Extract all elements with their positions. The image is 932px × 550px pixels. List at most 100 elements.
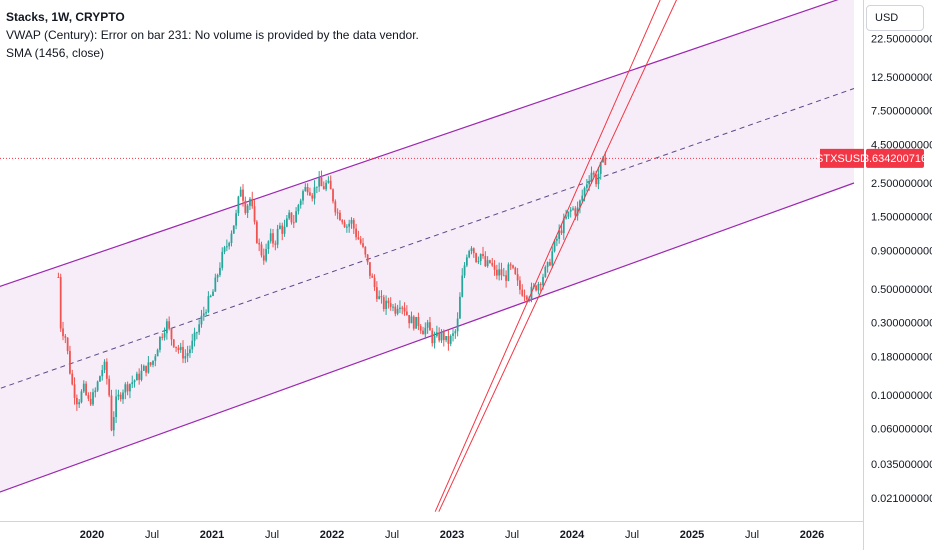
- candle: [396, 304, 399, 316]
- candle: [512, 264, 514, 270]
- candle: [260, 241, 263, 258]
- candle: [399, 300, 401, 314]
- candle: [378, 290, 381, 300]
- time-axis[interactable]: 2020 Jul 2021 Jul 2022 Jul 2023 Jul 2024 Jul 2025 J…: [80, 529, 824, 541]
- candle: [142, 364, 145, 372]
- candle: [472, 247, 475, 258]
- candle: [285, 215, 288, 228]
- candle: [484, 251, 487, 268]
- candle: [135, 371, 138, 381]
- candle: [576, 201, 579, 221]
- candle: [327, 176, 330, 184]
- time-tick-label: Jul: [745, 529, 759, 541]
- candle: [304, 183, 307, 192]
- channel-fill: [0, 0, 854, 492]
- trend-line-2[interactable]: [438, 0, 686, 512]
- candle: [279, 222, 281, 230]
- candle: [479, 253, 482, 266]
- price-tag: STXSUSD 3.634200716: [816, 148, 927, 168]
- candle: [64, 333, 67, 344]
- currency-button[interactable]: USD: [866, 5, 924, 31]
- candle: [172, 338, 175, 349]
- candle: [205, 309, 207, 317]
- price-tick-label: 12.500000000: [871, 72, 932, 84]
- candle: [459, 292, 461, 319]
- candle: [389, 297, 392, 311]
- candle: [131, 375, 134, 389]
- legend-symbol-title[interactable]: Stacks, 1W, CRYPTO: [6, 10, 125, 24]
- candle: [249, 197, 251, 211]
- price-tick-label: 0.021000000: [871, 493, 932, 505]
- candle: [519, 276, 521, 295]
- candle: [336, 208, 339, 220]
- candle: [579, 199, 581, 214]
- candle: [216, 273, 219, 283]
- candle: [75, 394, 78, 411]
- candle: [549, 258, 551, 267]
- candle: [311, 193, 314, 202]
- candle: [348, 219, 351, 233]
- candle: [590, 166, 593, 184]
- candle: [295, 207, 297, 223]
- candle: [371, 273, 374, 278]
- candle: [170, 327, 173, 346]
- channel-upper-line[interactable]: [0, 0, 854, 289]
- legend-sma[interactable]: SMA (1456, close): [6, 46, 105, 60]
- candle: [71, 369, 74, 386]
- legend-vwap[interactable]: VWAP (Century): Error on bar 231: No vol…: [6, 28, 419, 42]
- candle: [195, 331, 198, 340]
- candle: [165, 318, 168, 340]
- candle: [115, 389, 117, 423]
- trend-line-1[interactable]: [434, 0, 669, 512]
- time-tick-label: Jul: [385, 529, 399, 541]
- candle: [493, 260, 496, 276]
- candle: [193, 327, 196, 347]
- time-tick-label: 2022: [320, 529, 344, 541]
- candle: [246, 203, 249, 218]
- channel-lower-line[interactable]: [0, 182, 855, 495]
- candle: [523, 289, 526, 302]
- candle: [129, 383, 131, 399]
- price-axis[interactable]: 22.500000000 12.500000000 7.500000000 4.500…: [871, 33, 932, 504]
- candle: [133, 379, 136, 388]
- time-tick-label: Jul: [265, 529, 279, 541]
- candle: [403, 302, 406, 316]
- candle: [440, 329, 443, 344]
- candle: [468, 249, 471, 259]
- symbol-tag-bg: [820, 148, 864, 168]
- candle: [599, 161, 602, 180]
- candle: [343, 219, 346, 228]
- time-tick-label: 2020: [80, 529, 104, 541]
- candle: [345, 224, 348, 233]
- candle: [357, 230, 360, 240]
- candle: [258, 238, 261, 252]
- candle: [198, 319, 201, 335]
- candle: [447, 329, 450, 351]
- candle: [454, 328, 457, 339]
- candle: [302, 189, 304, 205]
- candle: [175, 346, 177, 352]
- candle: [429, 316, 431, 331]
- plot-area[interactable]: [0, 0, 863, 512]
- candle: [242, 184, 244, 207]
- candle: [281, 222, 284, 241]
- candle: [262, 248, 265, 265]
- candle: [412, 315, 415, 331]
- candle: [69, 345, 71, 375]
- candle: [539, 282, 542, 292]
- candle: [147, 356, 150, 374]
- candle: [322, 181, 325, 190]
- candle: [207, 291, 210, 314]
- candle: [92, 388, 94, 407]
- candle: [292, 214, 295, 228]
- candle: [78, 399, 81, 408]
- price-tick-label: 2.500000000: [871, 178, 932, 190]
- candle: [237, 195, 240, 216]
- time-tick-label: Jul: [505, 529, 519, 541]
- price-tick-label: 4.500000000: [871, 139, 932, 151]
- candle: [555, 235, 558, 247]
- candle: [288, 209, 291, 221]
- candle: [159, 336, 161, 353]
- candle: [449, 334, 452, 347]
